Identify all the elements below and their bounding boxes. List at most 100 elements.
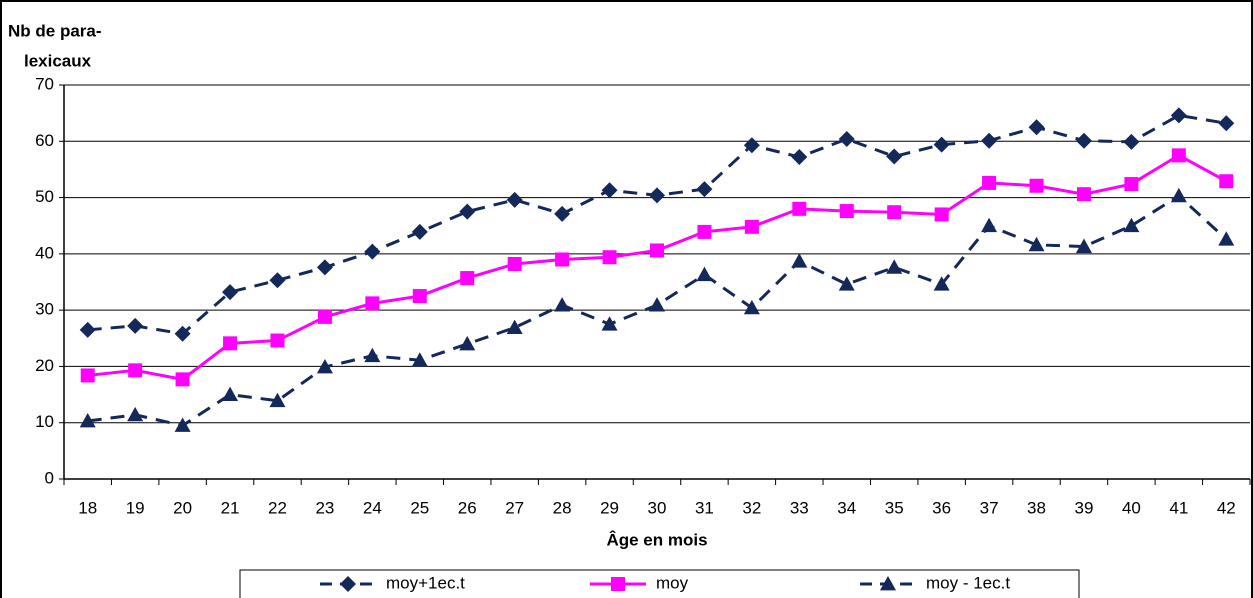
marker: [1123, 217, 1140, 233]
marker: [269, 272, 286, 289]
y-tick-label: 60: [35, 131, 54, 150]
marker: [174, 325, 191, 342]
marker: [649, 187, 665, 204]
marker: [340, 576, 356, 592]
x-tick-label: 22: [268, 498, 287, 517]
x-tick-label: 35: [885, 498, 904, 517]
marker: [411, 223, 428, 240]
marker: [222, 386, 239, 401]
marker: [506, 191, 523, 208]
marker: [886, 259, 903, 274]
marker: [839, 204, 854, 219]
marker: [270, 333, 285, 348]
marker: [364, 347, 381, 363]
marker: [411, 352, 428, 367]
y-tick-label: 70: [35, 74, 54, 93]
marker: [743, 299, 760, 315]
x-tick-label: 32: [742, 498, 761, 517]
marker: [365, 296, 380, 311]
marker: [887, 205, 902, 220]
marker: [79, 321, 96, 338]
x-tick-label: 19: [126, 498, 145, 517]
marker: [934, 207, 949, 222]
marker: [611, 577, 625, 591]
marker: [554, 297, 571, 312]
marker: [1028, 236, 1045, 252]
x-tick-label: 23: [315, 498, 334, 517]
marker: [1218, 115, 1235, 132]
marker: [791, 149, 808, 166]
marker: [1029, 178, 1044, 193]
marker: [696, 266, 713, 282]
marker: [1218, 231, 1235, 246]
marker: [602, 250, 617, 265]
legend-label: moy: [656, 573, 689, 592]
marker: [1123, 133, 1140, 150]
x-tick-label: 28: [553, 498, 572, 517]
x-tick-label: 36: [932, 498, 951, 517]
x-tick-label: 20: [173, 498, 192, 517]
x-tick-label: 30: [648, 498, 667, 517]
marker: [364, 243, 381, 260]
marker: [601, 182, 618, 199]
x-tick-label: 38: [1027, 498, 1046, 517]
y-tick-label: 50: [35, 187, 54, 206]
x-tick-label: 31: [695, 498, 714, 517]
y-tick-label: 30: [35, 300, 54, 319]
legend-box: [239, 569, 1080, 598]
marker: [880, 576, 896, 591]
marker: [1076, 187, 1091, 202]
x-tick-label: 33: [790, 498, 809, 517]
marker: [1028, 119, 1045, 136]
marker: [792, 201, 807, 216]
marker: [791, 253, 808, 268]
marker: [459, 335, 476, 351]
marker: [223, 336, 238, 351]
marker: [838, 131, 855, 148]
marker: [269, 392, 286, 408]
marker: [601, 316, 618, 331]
x-tick-label: 24: [363, 498, 382, 517]
marker: [80, 368, 95, 383]
marker: [175, 372, 190, 387]
marker: [696, 181, 713, 198]
marker: [316, 358, 333, 374]
legend-label: moy - 1ec.t: [926, 573, 1010, 592]
marker: [1075, 238, 1092, 253]
marker: [886, 148, 903, 165]
x-axis-title: Âge en mois: [606, 530, 707, 549]
x-tick-label: 42: [1217, 498, 1236, 517]
marker: [460, 271, 475, 286]
x-tick-label: 25: [410, 498, 429, 517]
marker: [506, 319, 523, 334]
marker: [1219, 174, 1234, 189]
marker: [222, 284, 239, 301]
marker: [649, 297, 665, 312]
marker: [1124, 177, 1139, 192]
x-tick-label: 26: [458, 498, 477, 517]
x-tick-label: 40: [1122, 498, 1141, 517]
marker: [412, 289, 427, 304]
x-tick-label: 27: [505, 498, 524, 517]
marker: [317, 309, 332, 324]
x-tick-label: 37: [980, 498, 999, 517]
marker: [838, 276, 855, 291]
marker: [697, 224, 712, 239]
x-tick-label: 21: [221, 498, 240, 517]
x-tick-label: 18: [78, 498, 97, 517]
marker: [744, 219, 759, 234]
marker: [127, 317, 144, 334]
y-axis-title: lexicaux: [24, 51, 92, 70]
y-axis-title: Nb de para-: [8, 21, 102, 40]
marker: [128, 363, 143, 378]
marker: [127, 406, 144, 422]
marker: [1170, 107, 1187, 124]
marker: [1170, 187, 1187, 203]
marker: [554, 205, 571, 222]
marker: [459, 203, 476, 220]
legend-label: moy+1ec.t: [386, 573, 465, 592]
y-tick-label: 10: [35, 412, 54, 431]
marker: [507, 256, 522, 271]
marker: [981, 132, 998, 149]
